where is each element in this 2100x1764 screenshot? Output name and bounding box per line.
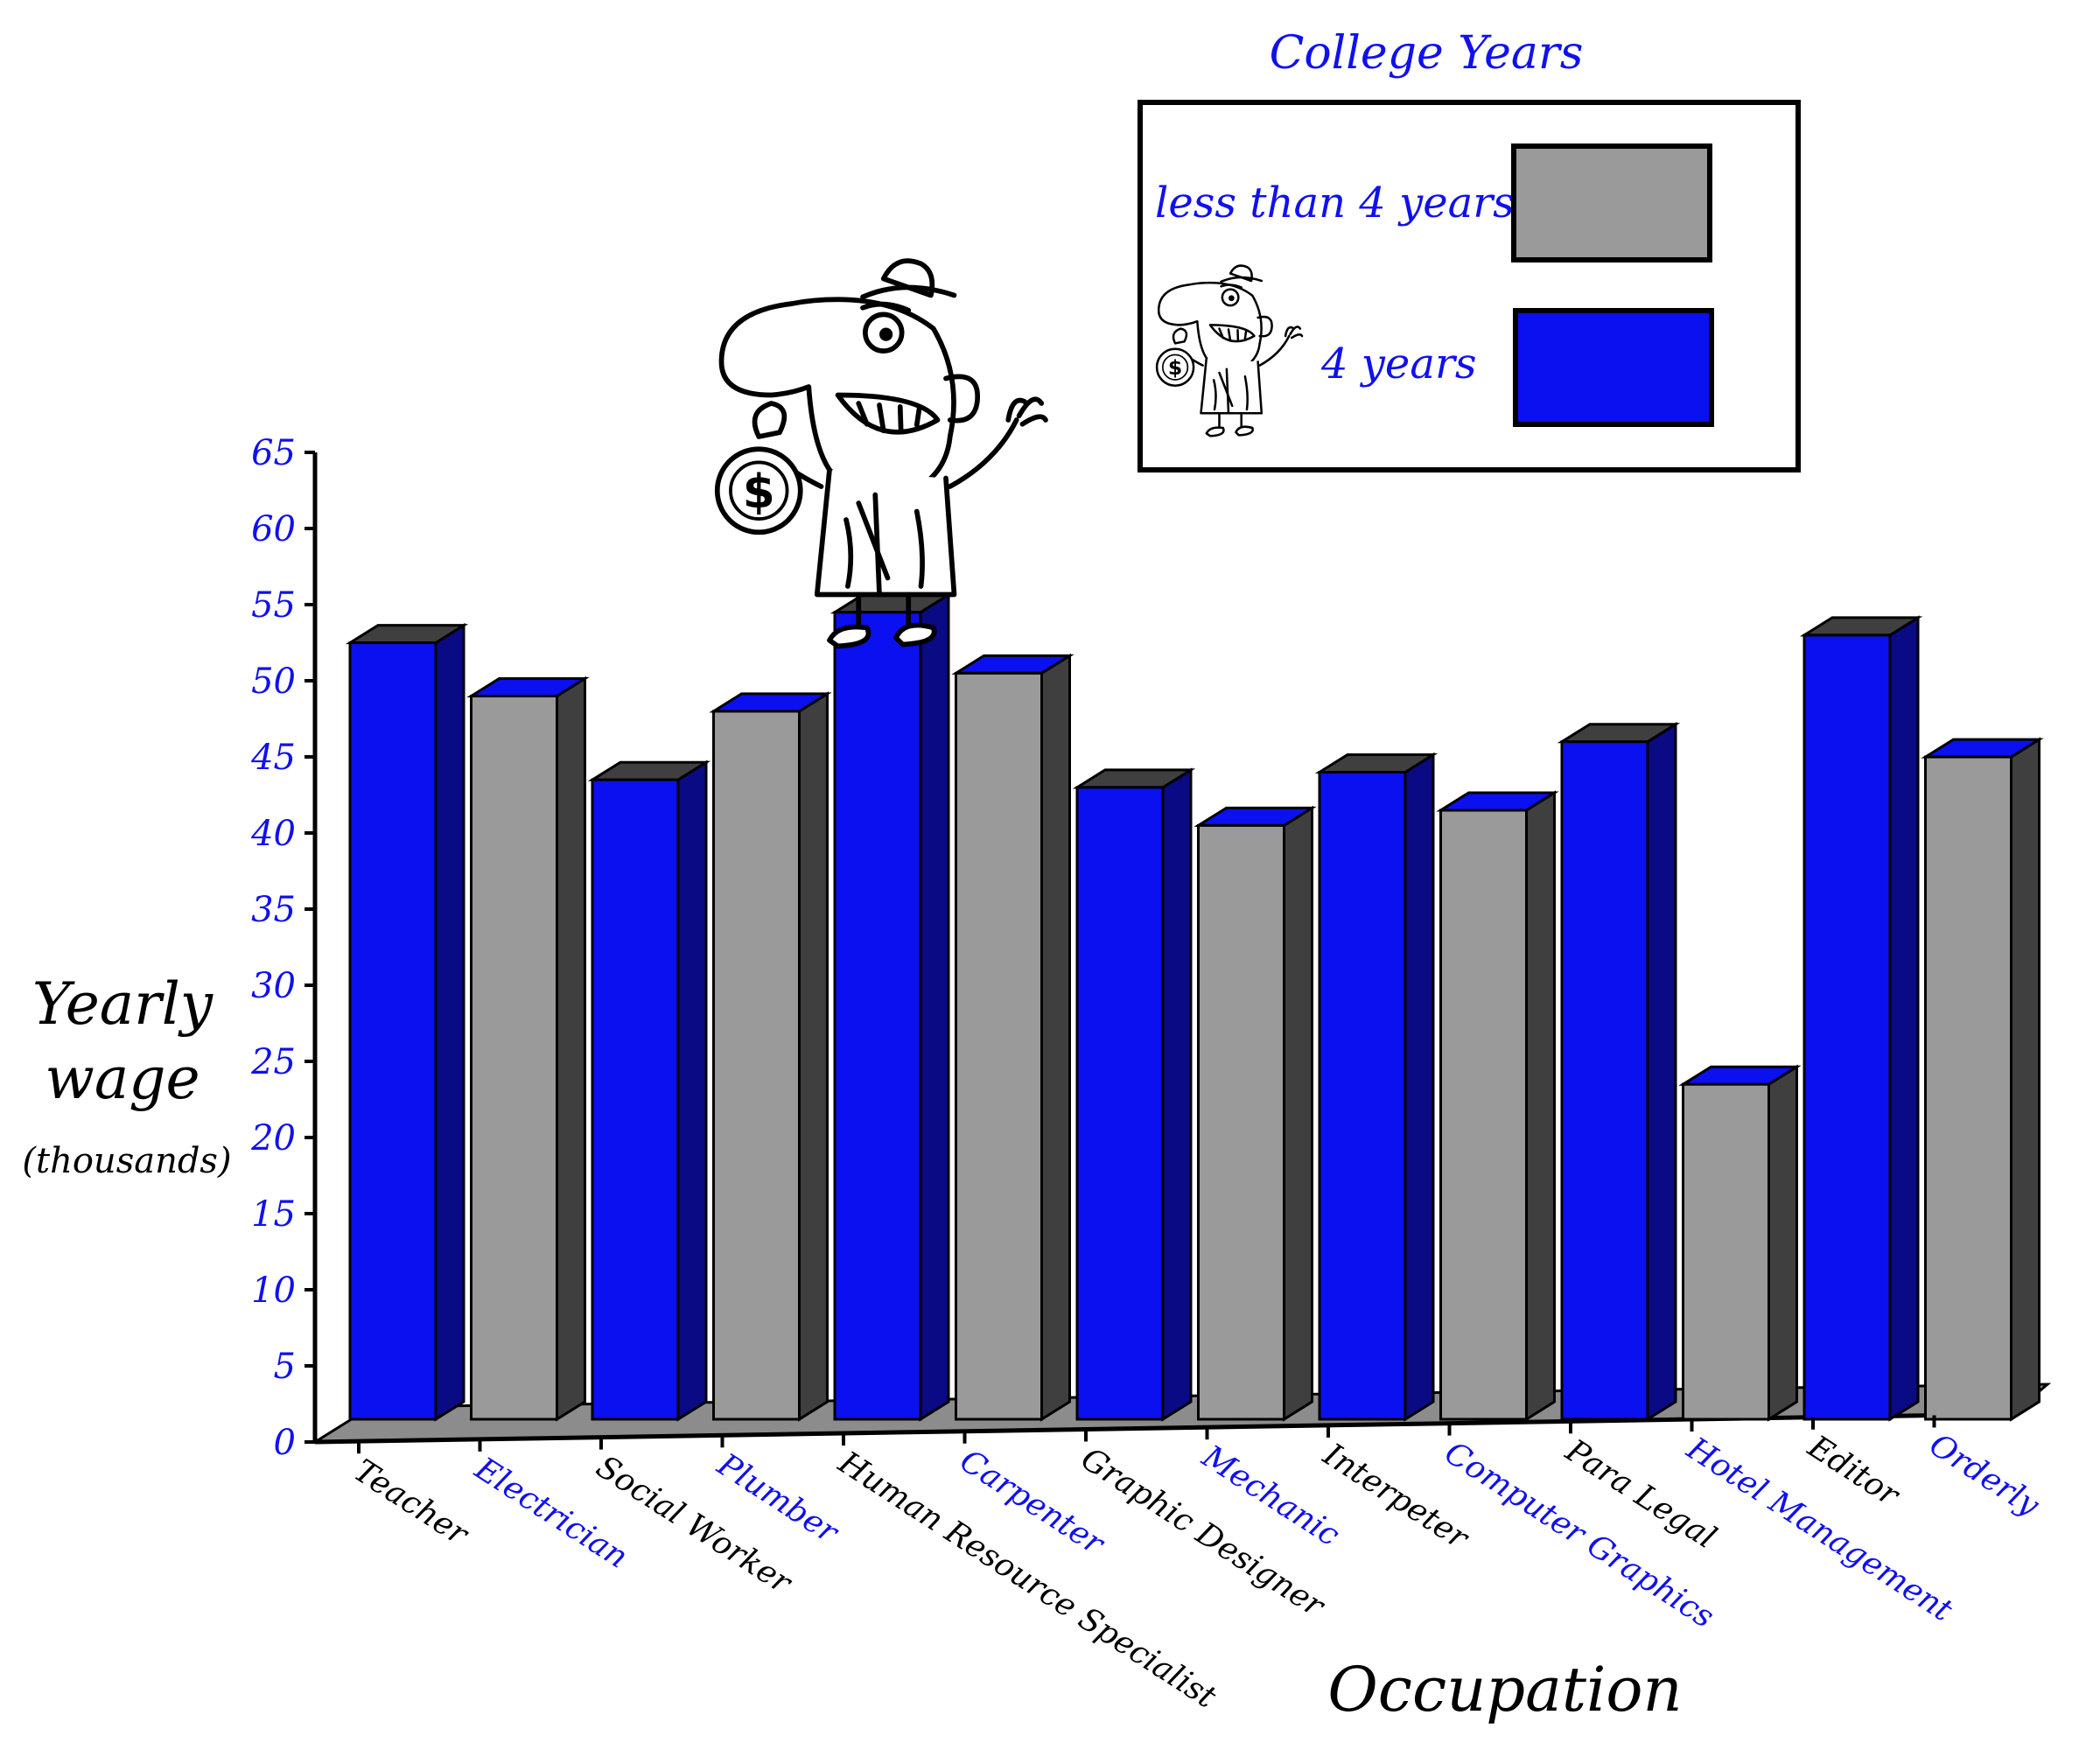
bar-front xyxy=(591,778,680,1421)
bar-12 xyxy=(1799,615,1923,1422)
bar-front xyxy=(348,641,438,1421)
y-tick-label: 50 xyxy=(251,662,296,702)
y-tick-label: 25 xyxy=(250,1042,296,1082)
bar-9 xyxy=(1436,790,1559,1422)
y-tick-label: 40 xyxy=(250,814,296,854)
bar-11 xyxy=(1678,1064,1802,1422)
bar-8 xyxy=(1314,752,1438,1422)
x-tick-label: Orderly xyxy=(1923,1427,2046,1524)
legend-label-less-than-four: less than 4 years xyxy=(1155,178,1515,228)
bar-0 xyxy=(345,622,469,1422)
bar-front xyxy=(1682,1082,1770,1421)
bar-front xyxy=(1075,786,1165,1421)
bar-side xyxy=(556,676,586,1422)
bar-front xyxy=(1560,740,1649,1421)
y-tick-label: 45 xyxy=(250,738,296,778)
y-axis-label: Yearly wage (thousands) xyxy=(22,970,231,1181)
bar-13 xyxy=(1921,737,2044,1422)
legend-cartoon-icon: $ xyxy=(1155,264,1304,438)
bar-3 xyxy=(709,691,832,1422)
y-axis-unit: (thousands) xyxy=(22,1141,231,1181)
y-tick-label: 5 xyxy=(274,1347,296,1387)
x-axis-label: Occupation xyxy=(1327,1654,1682,1726)
legend: less than 4 years $ 4 years xyxy=(1138,100,1801,472)
y-tick-label: 0 xyxy=(274,1423,296,1463)
x-tick-label: Teacher xyxy=(347,1452,475,1553)
y-tick-label: 35 xyxy=(251,890,296,930)
chart-title: College Years xyxy=(1270,27,1584,80)
legend-label-four-years: 4 years xyxy=(1320,340,1477,388)
svg-text:$: $ xyxy=(743,465,775,519)
bar-side xyxy=(676,760,708,1422)
svg-text:$: $ xyxy=(1168,355,1182,380)
y-tick-label: 20 xyxy=(250,1118,296,1158)
bar-side xyxy=(1283,805,1313,1422)
bar-2 xyxy=(587,760,711,1422)
bar-side xyxy=(1040,653,1071,1422)
x-tick-label: Editor xyxy=(1801,1428,1906,1514)
y-tick-label: 60 xyxy=(251,509,296,550)
y-tick-label: 10 xyxy=(251,1270,296,1311)
bar-side xyxy=(434,622,466,1422)
y-tick-label: 65 xyxy=(251,433,296,473)
bar-front xyxy=(955,671,1043,1421)
y-axis-label-line1: Yearly xyxy=(32,970,214,1038)
bar-1 xyxy=(466,676,590,1422)
bar-7 xyxy=(1194,805,1317,1422)
bars xyxy=(345,592,2044,1422)
y-tick-label: 15 xyxy=(251,1194,296,1235)
bar-side xyxy=(1888,615,1920,1422)
bar-4 xyxy=(830,592,954,1422)
bar-10 xyxy=(1557,721,1681,1422)
bar-side xyxy=(1768,1064,1798,1422)
y-tick-label: 55 xyxy=(251,585,296,626)
bar-side xyxy=(1525,790,1556,1422)
bar-front xyxy=(1802,634,1892,1421)
bar-5 xyxy=(951,653,1074,1422)
bar-front xyxy=(1197,823,1285,1421)
bar-side xyxy=(1404,752,1435,1422)
bar-front xyxy=(470,695,558,1421)
y-axis-label-line2: wage xyxy=(45,1045,200,1112)
bar-front xyxy=(1924,755,2012,1421)
bar-front xyxy=(1439,808,1528,1421)
bar-front xyxy=(1318,771,1407,1421)
legend-swatch-less-than-four xyxy=(1511,144,1712,262)
bar-side xyxy=(919,592,950,1422)
bar-side xyxy=(1161,767,1193,1422)
bar-front xyxy=(712,710,801,1421)
bar-side xyxy=(2010,737,2040,1422)
bar-6 xyxy=(1072,767,1196,1422)
legend-swatch-four-years xyxy=(1513,308,1714,427)
bar-side xyxy=(798,691,829,1422)
y-tick-label: 30 xyxy=(251,966,296,1006)
bar-side xyxy=(1646,721,1677,1422)
money-bag-man-illustration: $ xyxy=(714,258,1048,649)
bar-front xyxy=(833,611,922,1421)
